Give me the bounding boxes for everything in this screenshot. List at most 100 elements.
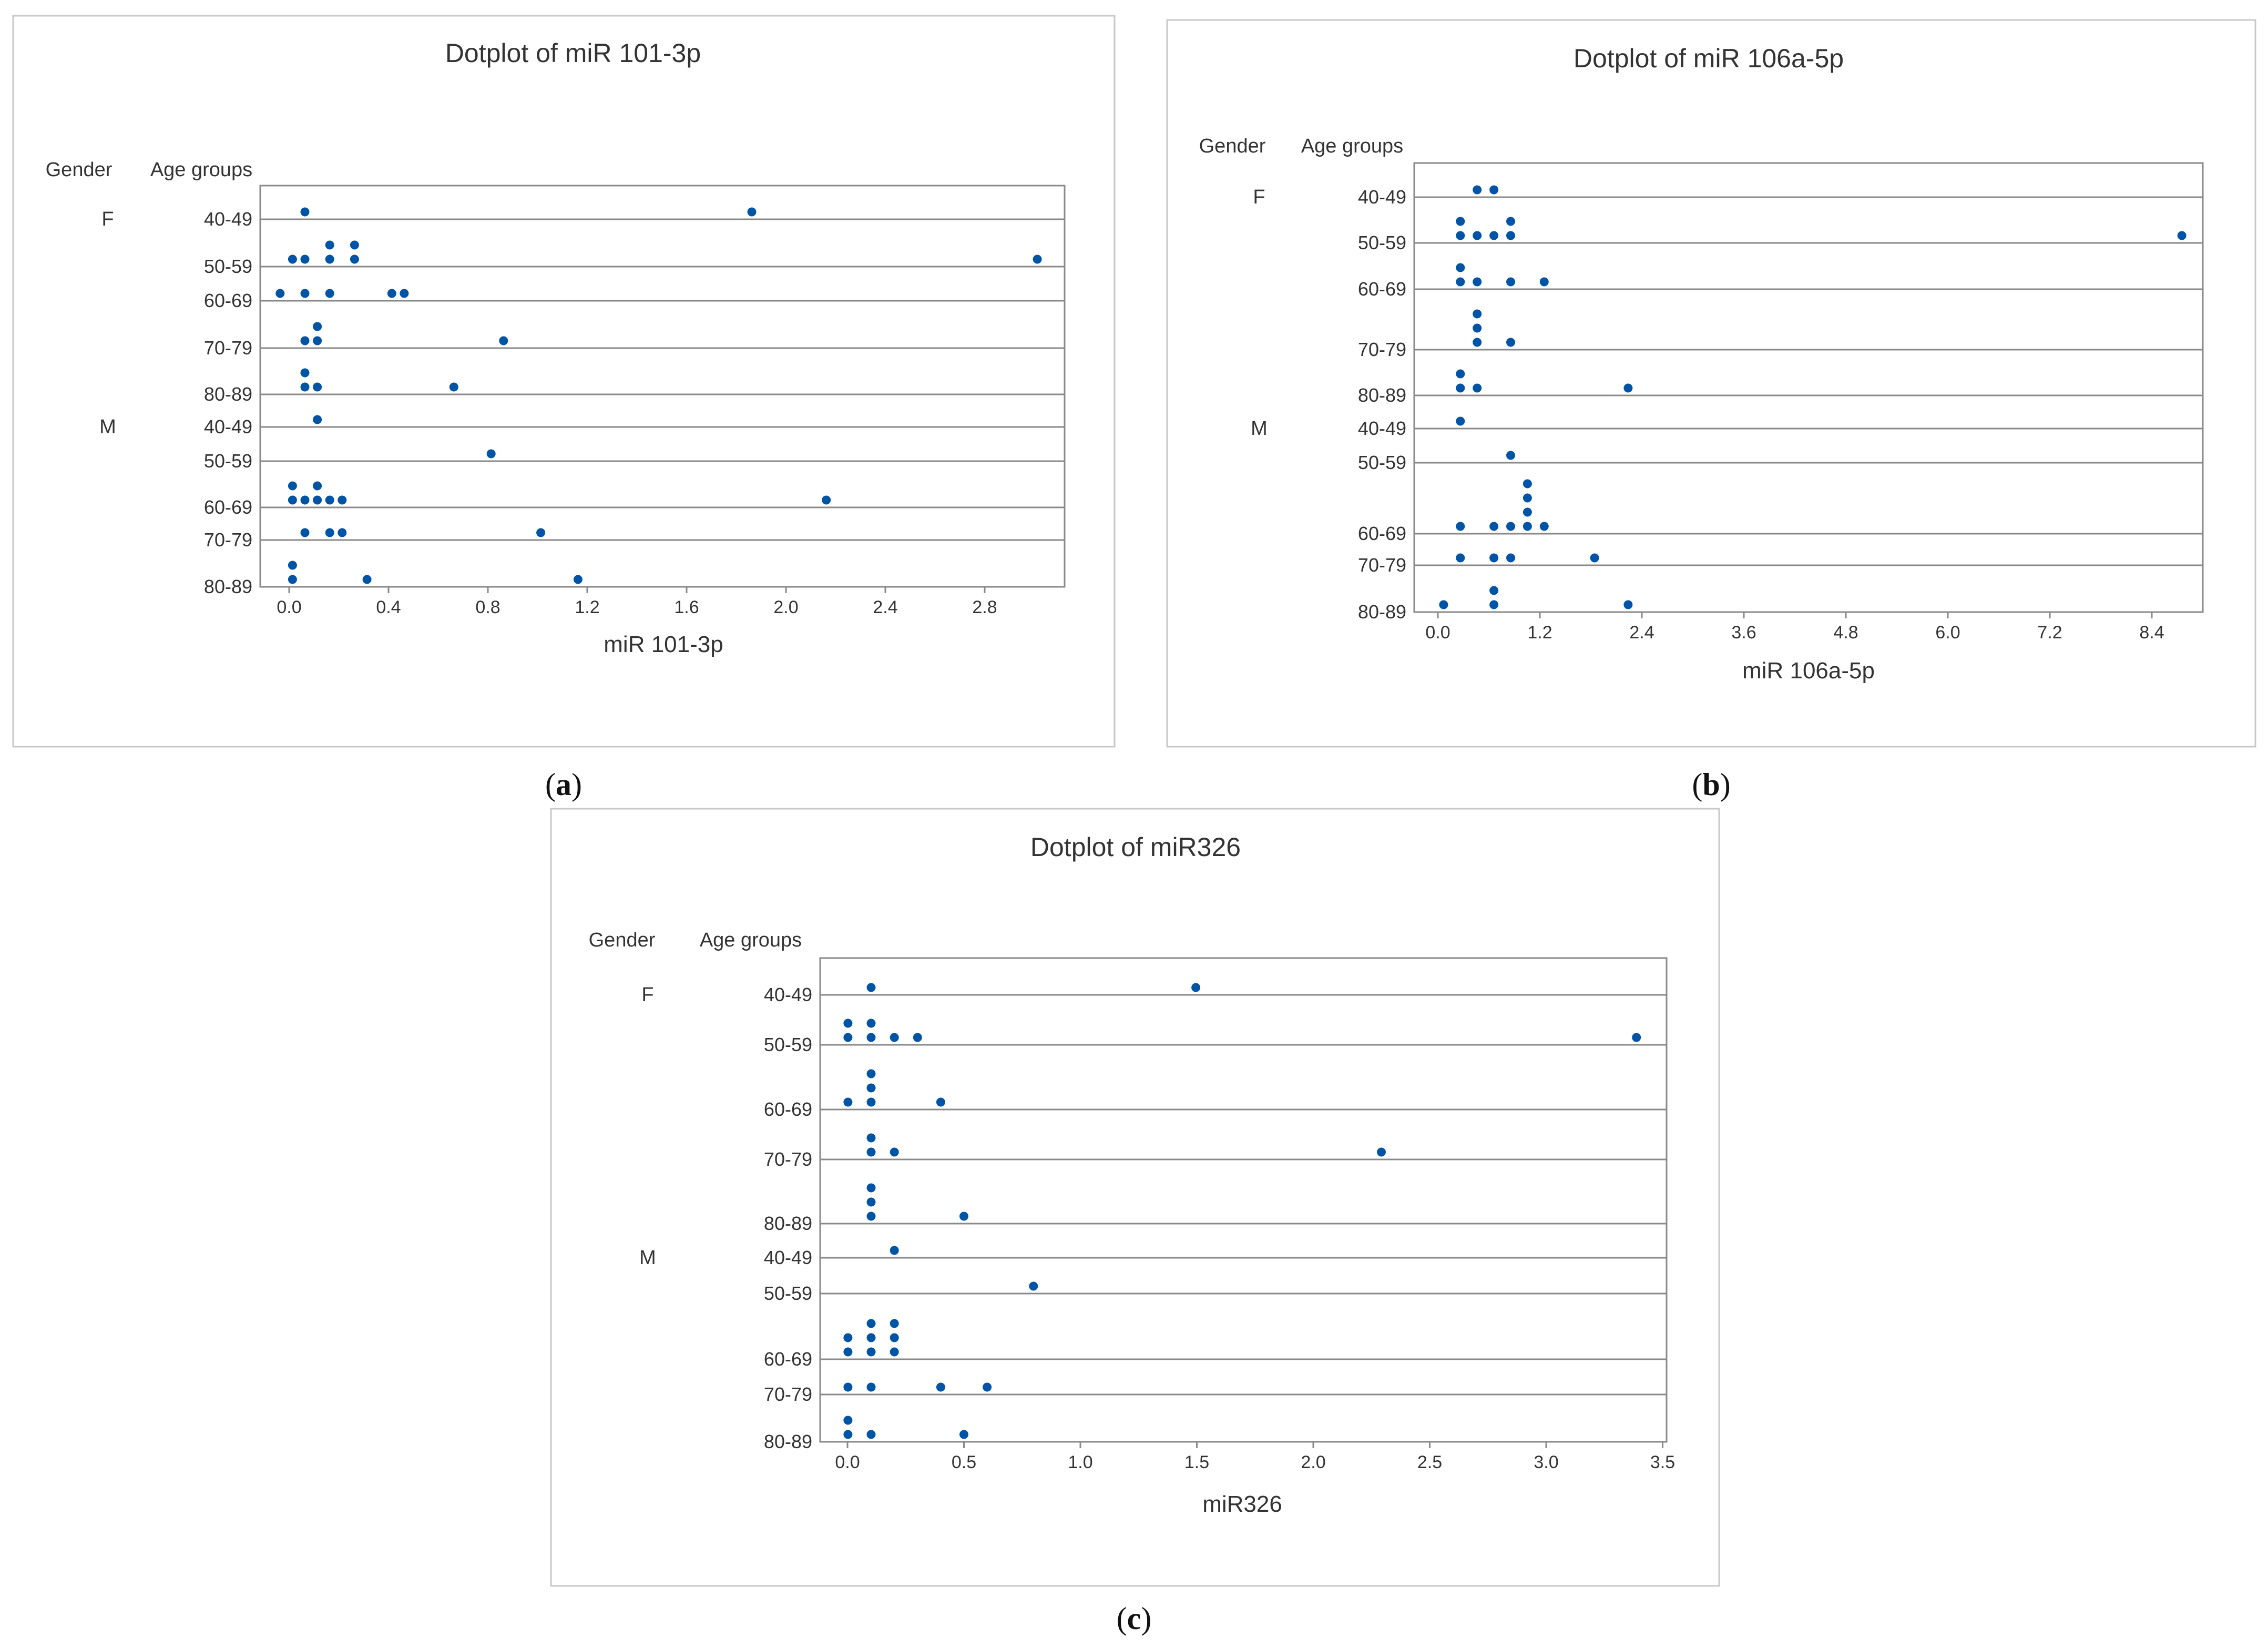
data-point [1191,983,1201,992]
x-tick-label: 8.4 [2139,623,2164,643]
panel-frame [12,15,1116,748]
gender-label-m: M [1251,418,1268,440]
data-point [350,240,359,250]
x-tick-label: 2.0 [773,597,798,617]
age-group-label: 50-59 [204,256,252,277]
data-point [288,255,297,264]
data-point [1473,338,1482,347]
x-tick-label: 3.6 [1731,623,1756,643]
data-points [1439,185,2187,609]
data-point [843,1333,853,1342]
x-tick-label: 0.0 [835,1452,860,1472]
data-point [866,1347,876,1357]
data-point [1506,217,1515,226]
age-group-label: 80-89 [204,383,252,405]
data-point [325,495,334,505]
x-tick-label: 0.0 [1425,623,1450,643]
data-point [866,1430,876,1439]
data-point [1456,263,1465,272]
data-point [1489,586,1499,595]
data-point [313,495,322,505]
data-point [866,1133,876,1143]
data-points [843,983,1641,1439]
x-tick-label: 1.5 [1184,1452,1209,1472]
x-tick-label: 7.2 [2037,623,2062,643]
data-point [843,1382,853,1392]
data-point [959,1430,968,1439]
age-group-label: 70-79 [204,529,252,551]
data-point [866,1197,876,1207]
dotplot-panel-b: Dotplot of miR 106a-5p Gender Age groups… [1166,19,2256,748]
age-group-label: 80-89 [764,1431,812,1452]
data-point [300,382,310,392]
age-group-labels: 40-49 50-59 60-69 70-79 80-89 40-49 50-59 60-69… [764,984,812,1452]
x-tick-label: 1.6 [674,597,699,617]
data-point [1456,522,1465,531]
data-point [1523,522,1532,531]
data-point [1377,1147,1386,1157]
age-group-label: 50-59 [764,1282,812,1304]
x-axis: 0.0 0.4 0.8 1.2 1.6 2.0 2.4 2.8 [277,587,997,617]
data-point [822,495,831,505]
data-point [1506,553,1515,563]
age-group-label: 80-89 [1358,601,1406,623]
data-point [1506,231,1515,240]
data-point [866,1033,876,1042]
data-point [1029,1281,1038,1291]
data-point [866,1147,876,1157]
data-point [936,1097,945,1107]
caption-b: (b) [1692,767,1730,802]
row-separators [820,994,1667,1396]
age-group-label: 40-49 [204,208,252,230]
age-group-labels: 40-49 50-59 60-69 70-79 80-89 40-49 50-59 60-69… [204,208,252,597]
age-group-label: 50-59 [1358,232,1406,253]
data-point [1523,479,1532,488]
caption-a-open: ( [545,767,556,802]
data-point [890,1333,899,1342]
data-point [387,289,396,298]
data-point [1033,255,1042,264]
x-tick-label: 0.5 [952,1452,976,1472]
age-group-label: 70-79 [1358,554,1406,576]
data-point [313,481,322,491]
age-group-label: 80-89 [764,1213,812,1234]
data-point [843,1097,853,1107]
x-tick-label: 4.8 [1833,623,1858,643]
x-tick-label: 3.0 [1534,1452,1558,1472]
data-point [866,1083,876,1093]
data-point [747,207,757,217]
data-point [288,575,297,584]
data-point [1623,383,1633,393]
data-point [499,336,508,345]
data-point [400,289,409,298]
x-tick-label: 1.2 [1527,623,1552,643]
data-point [866,1333,876,1342]
gender-labels: FM [639,984,656,1269]
dotplot-panel-c: Dotplot of miR326 Gender Age groups 40-4… [550,808,1720,1587]
x-tick-label: 2.0 [1301,1452,1325,1472]
caption-c-close: ) [1141,1601,1151,1636]
data-point [300,368,310,378]
caption-c-open: ( [1117,1601,1127,1636]
x-tick-label: 6.0 [1935,623,1960,643]
data-point [1506,277,1515,287]
data-point [913,1033,922,1042]
data-point [1456,369,1465,379]
data-point [313,322,322,331]
data-point [890,1246,899,1255]
data-point [338,528,347,537]
chart-title: Dotplot of miR 106a-5p [1574,44,1844,73]
data-points [275,207,1042,584]
data-point [1456,553,1465,563]
age-group-label: 70-79 [1358,339,1406,360]
data-point [1506,451,1515,460]
age-group-label: 80-89 [1358,384,1406,406]
header-age-groups: Age groups [1301,135,1403,157]
age-group-label: 40-49 [1358,186,1406,208]
caption-b-open: ( [1692,767,1702,802]
data-point [288,495,297,505]
data-point [936,1382,945,1392]
header-age-groups: Age groups [150,159,252,181]
x-tick-label: 1.0 [1068,1452,1092,1472]
